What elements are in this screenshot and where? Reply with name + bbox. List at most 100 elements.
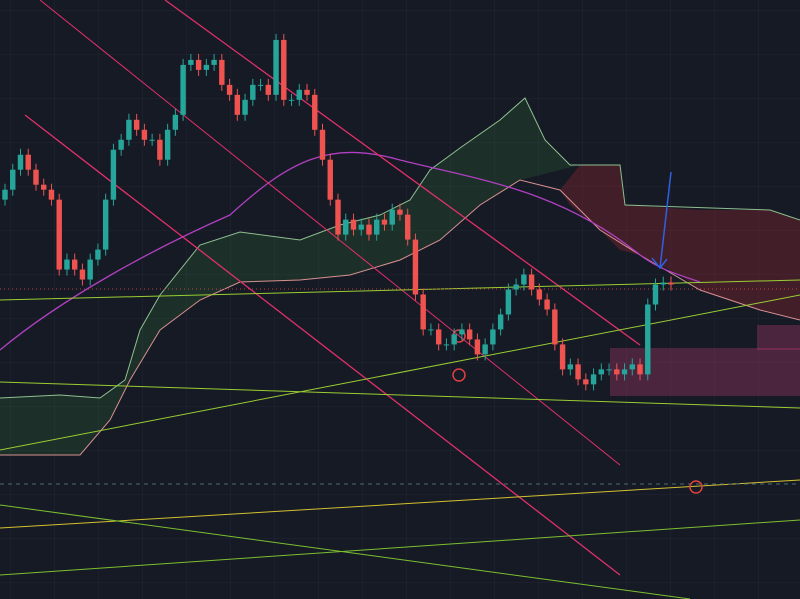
- candle-body: [87, 259, 93, 280]
- candle-body: [490, 329, 496, 345]
- candle-body: [443, 344, 450, 346]
- candle-body: [350, 219, 357, 230]
- candle-body: [420, 294, 426, 330]
- candle-body: [257, 84, 264, 86]
- candle-body: [652, 284, 659, 305]
- candle-body: [234, 94, 241, 115]
- candle-body: [211, 59, 217, 65]
- candle-body: [172, 114, 179, 130]
- trendline: [0, 294, 800, 451]
- candle-body: [590, 374, 597, 385]
- candle-body: [242, 99, 248, 115]
- candle-body: [327, 159, 333, 200]
- candle-body: [250, 84, 256, 100]
- candle-body: [606, 369, 612, 371]
- candle-body: [567, 364, 574, 370]
- candle-body: [482, 344, 488, 355]
- candle-body: [141, 129, 148, 140]
- candle-body: [389, 209, 395, 225]
- candle-body: [188, 59, 194, 65]
- cloud-edge: [0, 97, 800, 399]
- candle-body: [95, 249, 101, 260]
- candle-body: [629, 364, 635, 370]
- candle-body: [621, 369, 628, 375]
- candle-body: [164, 129, 171, 160]
- candle-body: [10, 169, 16, 190]
- candle-body: [118, 139, 124, 150]
- candle-body: [575, 364, 581, 380]
- trendline: [24, 114, 621, 576]
- cloud-green: [0, 98, 580, 455]
- candle-body: [265, 84, 272, 95]
- candle-body: [219, 59, 225, 85]
- candle-body: [33, 169, 39, 185]
- candle-body: [110, 149, 117, 200]
- moving-average: [0, 151, 701, 351]
- candle-body: [404, 214, 411, 240]
- candle-body: [459, 329, 465, 335]
- candle-body: [281, 39, 287, 100]
- candle-body: [358, 224, 364, 230]
- candle-body: [637, 364, 643, 375]
- candle-body: [71, 259, 78, 270]
- candle-body: [614, 369, 620, 375]
- candle-body: [645, 304, 651, 375]
- candle-body: [64, 259, 70, 270]
- candle-body: [335, 199, 341, 235]
- trendline: [0, 504, 691, 599]
- trendline: [164, 0, 641, 346]
- candle-body: [552, 309, 558, 345]
- candle-body: [397, 209, 403, 215]
- candle-body: [559, 344, 566, 370]
- candle-body: [126, 119, 132, 140]
- arrow: [651, 171, 672, 270]
- candle-body: [102, 199, 109, 250]
- candle-body: [366, 224, 372, 235]
- candle-body: [513, 284, 519, 290]
- candle-body: [474, 339, 481, 355]
- candle-body: [435, 329, 442, 345]
- candle-body: [505, 289, 512, 315]
- candle-body: [381, 219, 388, 225]
- trendline: [0, 479, 800, 529]
- candle-body: [412, 239, 419, 295]
- candle-body: [2, 189, 8, 200]
- candle-body: [56, 199, 62, 270]
- candle-body: [296, 89, 302, 100]
- candle-body: [536, 289, 543, 300]
- marker: [689, 480, 703, 494]
- trendline: [0, 381, 800, 409]
- candle-body: [41, 184, 47, 190]
- candle-body: [79, 269, 86, 280]
- candle-body: [583, 379, 589, 385]
- zone: [757, 325, 800, 350]
- candle-body: [668, 282, 674, 285]
- trendline: [0, 279, 800, 301]
- candle-body: [17, 154, 24, 170]
- candle-body: [157, 139, 163, 160]
- candle-body: [466, 329, 473, 340]
- candle-body: [319, 129, 326, 160]
- marker: [452, 368, 466, 382]
- candle-body: [428, 329, 434, 331]
- candle-body: [25, 154, 31, 170]
- candle-body: [544, 299, 550, 310]
- candle-body: [149, 139, 155, 141]
- candle-body: [180, 64, 186, 115]
- trendline: [39, 0, 621, 466]
- candle-body: [374, 219, 380, 235]
- candle-body: [451, 334, 457, 345]
- candle-body: [312, 94, 318, 130]
- candle-body: [528, 274, 535, 290]
- candle-body: [203, 64, 210, 70]
- candle-body: [273, 39, 279, 95]
- candle-body: [288, 99, 295, 101]
- candle-body: [226, 84, 233, 95]
- candle-body: [598, 369, 605, 375]
- candle-body: [48, 189, 55, 200]
- candle-body: [521, 274, 527, 285]
